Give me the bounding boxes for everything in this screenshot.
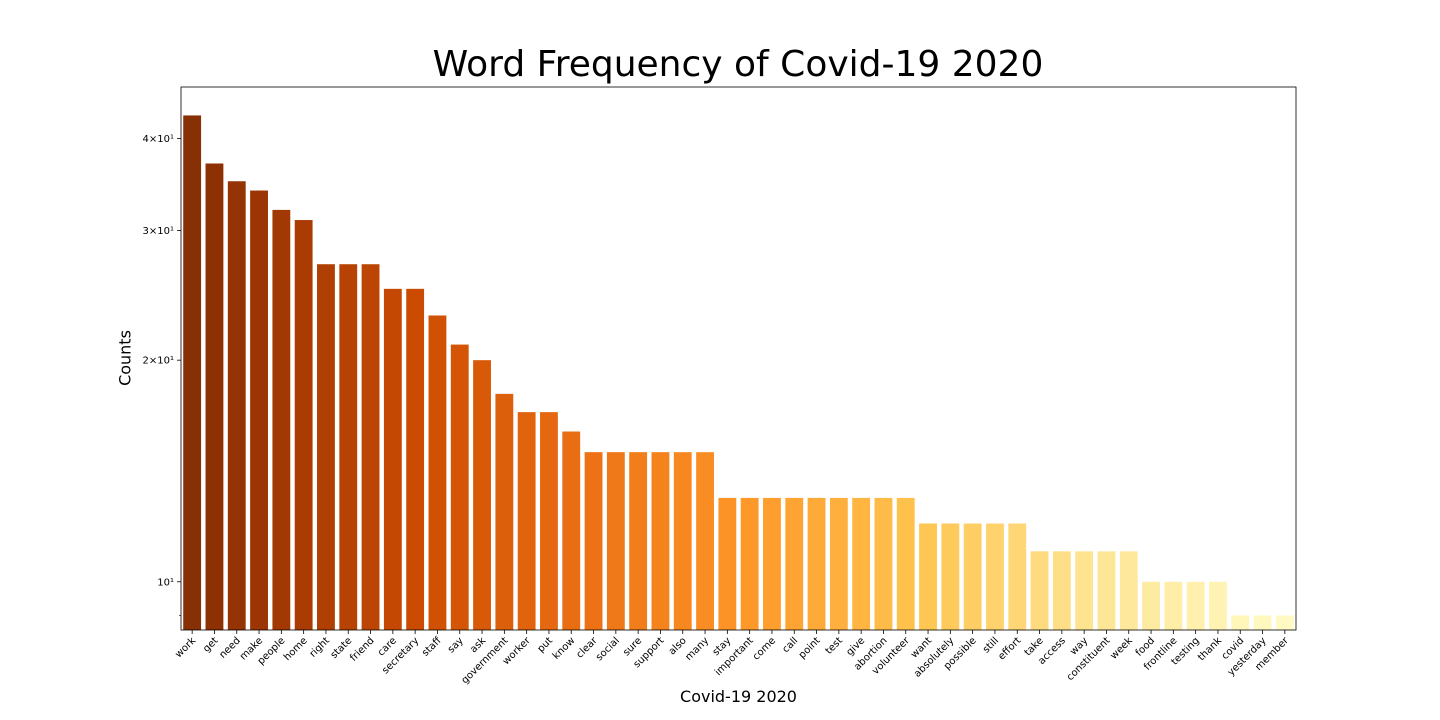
bar-make bbox=[250, 190, 268, 630]
bar-know bbox=[562, 431, 581, 630]
bar-worker bbox=[517, 412, 536, 630]
chart-title: Word Frequency of Covid-19 2020 bbox=[432, 44, 1044, 85]
y-tick-label: 3×10¹ bbox=[143, 226, 174, 237]
bar-government bbox=[495, 393, 514, 630]
bar-need bbox=[227, 181, 246, 630]
x-tick-label: say bbox=[446, 635, 466, 655]
bar-thank bbox=[1209, 581, 1227, 630]
bar-access bbox=[1052, 551, 1071, 630]
bar-member bbox=[1275, 615, 1294, 630]
bar-sure bbox=[629, 452, 648, 630]
bar-people bbox=[272, 209, 291, 630]
bar-important bbox=[740, 497, 759, 630]
bar-absolutely bbox=[941, 523, 960, 630]
bar-also bbox=[673, 452, 692, 630]
bar-secretary bbox=[406, 288, 425, 630]
x-tick-label: come bbox=[751, 635, 778, 662]
x-tick-label: know bbox=[551, 635, 577, 661]
bar-give bbox=[852, 497, 871, 630]
bar-come bbox=[763, 497, 781, 630]
bar-say bbox=[450, 344, 469, 630]
bar-staff bbox=[428, 315, 447, 630]
x-tick-label: many bbox=[684, 635, 712, 663]
bar-home bbox=[294, 220, 313, 631]
bar-constituent bbox=[1097, 551, 1116, 630]
x-tick-label: week bbox=[1109, 635, 1136, 662]
bar-stay bbox=[718, 497, 737, 630]
bar-yesterday bbox=[1253, 615, 1272, 630]
bar-state bbox=[339, 264, 358, 630]
bar-testing bbox=[1186, 581, 1205, 630]
bar-work bbox=[183, 115, 202, 630]
x-tick-label: work bbox=[173, 635, 198, 660]
bar-effort bbox=[1008, 523, 1027, 630]
y-tick-label: 10¹ bbox=[157, 577, 174, 588]
bar-point bbox=[807, 497, 826, 630]
x-tick-label: right bbox=[308, 635, 332, 659]
x-tick-label: friend bbox=[348, 635, 376, 663]
bar-week bbox=[1119, 551, 1138, 630]
x-tick-label: test bbox=[824, 635, 845, 656]
bar-want bbox=[919, 523, 937, 630]
x-axis-label: Covid-19 2020 bbox=[680, 687, 797, 706]
bar-volunteer bbox=[896, 497, 915, 630]
x-tick-label: staff bbox=[420, 635, 444, 659]
bar-still bbox=[986, 523, 1004, 630]
bar-possible bbox=[963, 523, 982, 630]
bar-support bbox=[651, 452, 670, 630]
x-tick-label: home bbox=[282, 635, 310, 663]
bar-clear bbox=[584, 452, 603, 630]
bar-get bbox=[205, 163, 224, 631]
bar-right bbox=[317, 264, 335, 630]
x-tick-label: social bbox=[594, 635, 622, 663]
bar-abortion bbox=[874, 497, 893, 630]
y-tick-label: 2×10¹ bbox=[143, 356, 174, 367]
bar-food bbox=[1142, 581, 1160, 630]
bar-friend bbox=[361, 264, 380, 630]
bar-take bbox=[1030, 551, 1049, 630]
bar-call bbox=[785, 497, 804, 630]
bar-social bbox=[606, 452, 625, 630]
bar-frontline bbox=[1164, 581, 1183, 630]
bar-test bbox=[829, 497, 848, 630]
y-tick-label: 4×10¹ bbox=[143, 134, 174, 145]
bar-covid bbox=[1231, 615, 1250, 630]
axes-frame bbox=[180, 86, 1297, 631]
x-tick-label: thank bbox=[1196, 635, 1224, 663]
bar-many bbox=[696, 452, 714, 630]
bar-care bbox=[383, 288, 402, 630]
bar-way bbox=[1075, 551, 1094, 630]
bar-ask bbox=[473, 360, 491, 630]
bar-put bbox=[540, 412, 558, 630]
x-tick-label: effort bbox=[996, 635, 1023, 662]
x-tick-label: point bbox=[797, 635, 823, 661]
